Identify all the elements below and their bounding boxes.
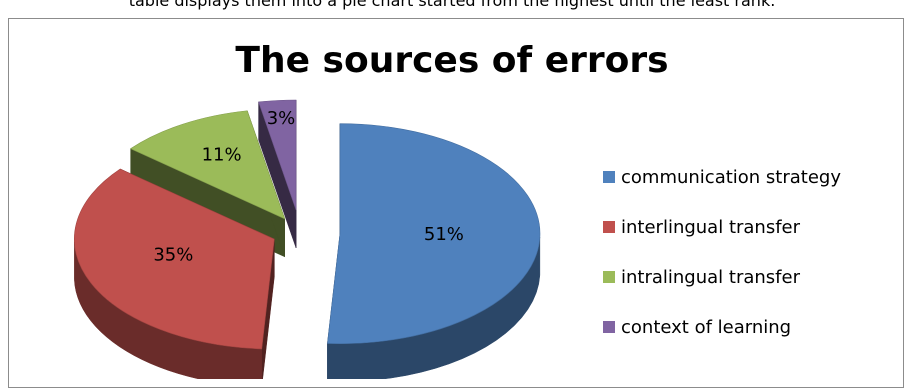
pie-slice xyxy=(258,99,297,211)
pie-slice xyxy=(74,168,275,350)
legend-item-communication-strategy: communication strategy xyxy=(603,152,841,202)
legend-label: context of learning xyxy=(621,316,792,338)
pie-slice-label: 11% xyxy=(202,144,242,165)
chart-legend: communication strategy interlingual tran… xyxy=(603,152,841,352)
legend-swatch xyxy=(603,321,615,333)
legend-swatch xyxy=(603,171,615,183)
page-caption: table displays them into a pie chart sta… xyxy=(128,0,776,10)
legend-label: intralingual transfer xyxy=(621,266,800,288)
legend-item-interlingual-transfer: interlingual transfer xyxy=(603,202,841,252)
pie-slice-label: 35% xyxy=(153,245,193,266)
legend-item-intralingual-transfer: intralingual transfer xyxy=(603,252,841,302)
pie-tops xyxy=(74,99,541,350)
pie-slice xyxy=(130,110,286,220)
pie-slice-label: 3% xyxy=(267,108,296,129)
pie-chart: 51% 35% 11% 3% xyxy=(74,99,541,379)
pie-slice xyxy=(327,123,541,344)
legend-label: interlingual transfer xyxy=(621,216,801,238)
legend-item-context-of-learning: context of learning xyxy=(603,302,841,352)
pie-labels: 51% 35% 11% 3% xyxy=(153,108,464,266)
legend-swatch xyxy=(603,221,615,233)
legend-swatch xyxy=(603,271,615,283)
chart-title: The sources of errors xyxy=(235,40,669,81)
pie-slice-label: 51% xyxy=(424,224,464,245)
legend-label: communication strategy xyxy=(621,166,841,188)
